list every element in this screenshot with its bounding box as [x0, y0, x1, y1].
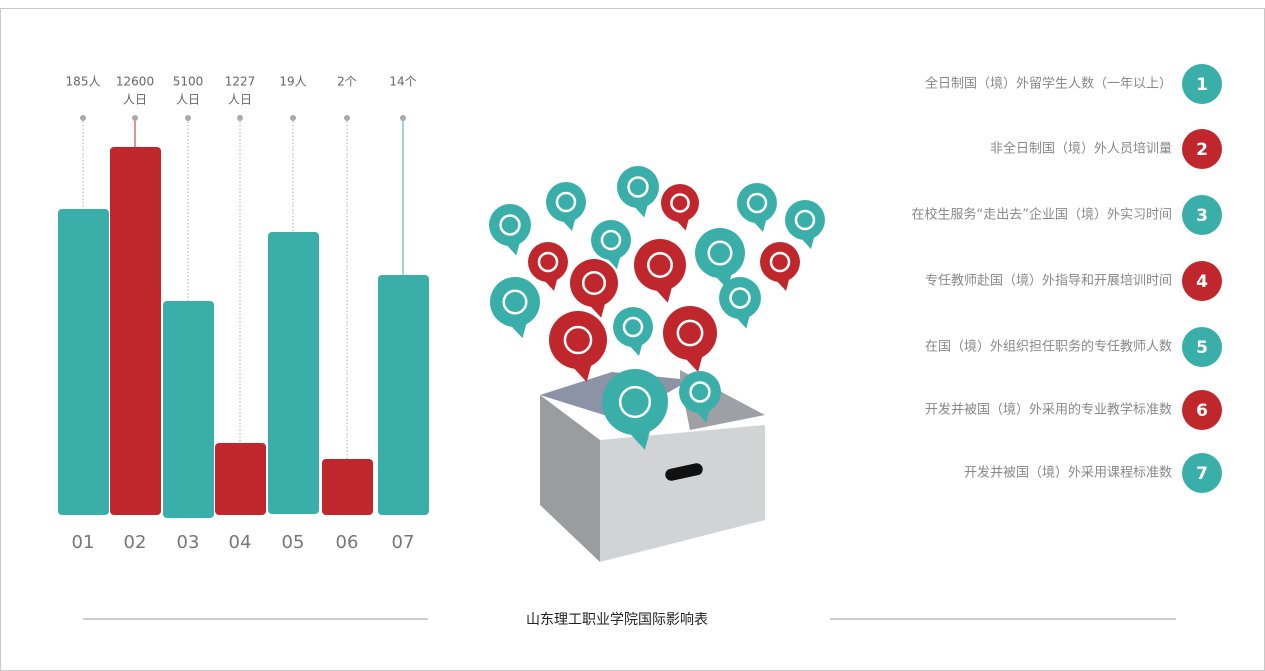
description: 专任教师赴国（境）外指导和开展培训时间 [925, 273, 1172, 289]
number: 4 [1196, 272, 1208, 292]
bubble [613, 307, 653, 347]
page: 山东理工职业学院国际影响表 185人 01 1 全日制国（境）外留学生人数（一年以上）… [0, 0, 1265, 671]
bar [163, 301, 214, 518]
bubble [737, 183, 777, 223]
connector-dot [400, 115, 406, 121]
bubble [695, 228, 745, 278]
value-label: 人日 [176, 93, 200, 107]
bar [378, 275, 429, 515]
number: 3 [1196, 206, 1208, 226]
bubble [661, 184, 699, 222]
title: 山东理工职业学院国际影响表 [526, 612, 708, 628]
number: 1 [1196, 75, 1208, 95]
connector-dot [185, 115, 191, 121]
bar [215, 443, 266, 515]
index-label: 03 [177, 532, 200, 553]
bar [58, 209, 109, 515]
index-label: 02 [124, 532, 147, 553]
value-label: 2个 [337, 75, 357, 89]
value-label: 1227 [225, 75, 256, 89]
description: 全日制国（境）外留学生人数（一年以上） [925, 76, 1172, 92]
value-label: 5100 [173, 75, 204, 89]
index-label: 05 [282, 532, 305, 553]
connector-dot [80, 115, 86, 121]
number: 2 [1196, 140, 1208, 160]
number: 5 [1196, 338, 1208, 358]
bubble [617, 166, 659, 208]
value-label: 185人 [66, 75, 101, 89]
bubble [546, 182, 586, 222]
index-label: 07 [392, 532, 415, 553]
bubble [490, 277, 540, 327]
value-label: 人日 [123, 93, 147, 107]
number: 7 [1196, 464, 1208, 484]
bar [268, 232, 319, 514]
icon-bubbles [489, 166, 825, 450]
connector-dot [132, 115, 138, 121]
value-label: 14个 [389, 75, 416, 89]
index-label: 04 [229, 532, 252, 553]
connector-dot [344, 115, 350, 121]
value-label: 19人 [279, 75, 306, 89]
value-label: 人日 [228, 93, 252, 107]
description: 开发并被国（境）外采用的专业教学标准数 [925, 402, 1172, 418]
bubble [785, 200, 825, 240]
bubble [719, 277, 761, 319]
description: 在校生服务“走出去”企业国（境）外实习时间 [912, 207, 1172, 223]
bubble [679, 371, 721, 413]
bubble [634, 239, 686, 291]
bubble [570, 259, 618, 307]
value-label: 12600 [116, 75, 154, 89]
index-label: 01 [72, 532, 95, 553]
bubble [591, 220, 631, 260]
description: 开发并被国（境）外采用课程标准数 [964, 465, 1172, 481]
bubble [528, 242, 568, 282]
index-label: 06 [336, 532, 359, 553]
bar [322, 459, 373, 515]
bubble [549, 311, 607, 369]
bubble [602, 369, 668, 435]
bar [110, 147, 161, 515]
bubble [489, 204, 531, 246]
description: 非全日制国（境）外人员培训量 [990, 141, 1172, 157]
bubble [663, 306, 717, 360]
connector-dot [290, 115, 296, 121]
description: 在国（境）外组织担任职务的专任教师人数 [925, 339, 1172, 355]
bubble [760, 242, 800, 282]
connector-dot [237, 115, 243, 121]
number: 6 [1196, 401, 1208, 421]
